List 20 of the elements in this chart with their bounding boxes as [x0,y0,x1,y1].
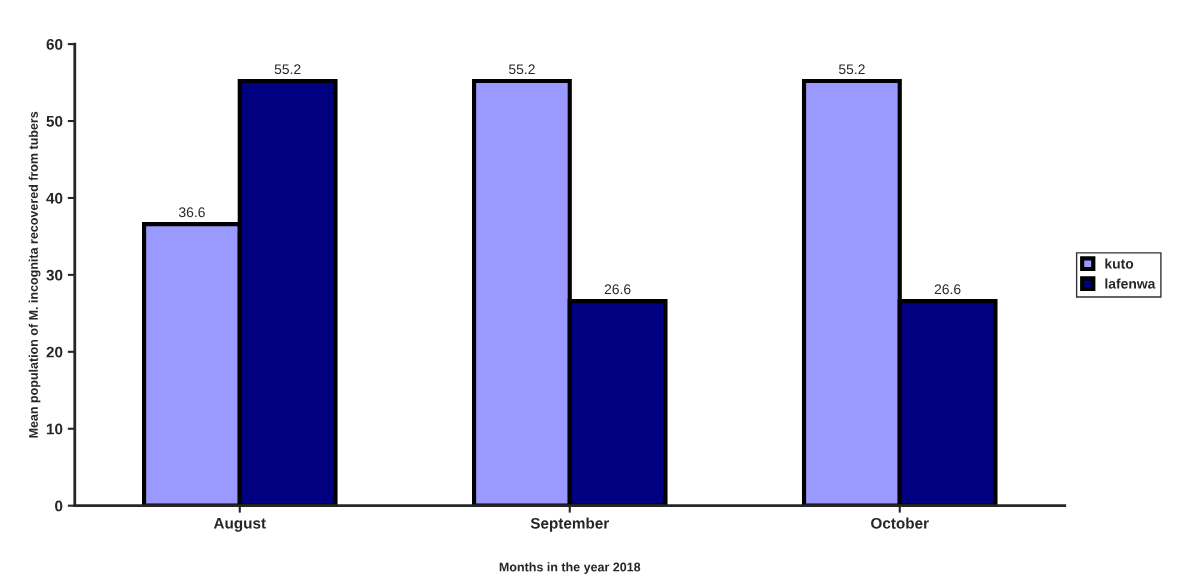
data-label: 36.6 [178,207,205,218]
x-tick-label: August [213,517,266,532]
legend-label: lafenwa [1105,278,1156,289]
y-tick-label: 40 [46,192,63,204]
x-axis-title: Months in the year 2018 [499,562,641,574]
x-tick-label: September [530,517,610,532]
data-label: 55.2 [838,64,865,75]
y-tick-label: 30 [46,269,63,281]
y-tick-label: 60 [46,38,63,50]
data-label: 55.2 [508,64,535,75]
data-label: 55.2 [274,64,301,75]
y-tick-label: 20 [46,346,63,358]
y-tick-label: 10 [46,423,63,435]
data-label: 26.6 [934,284,961,295]
data-label: 26.6 [604,284,631,295]
y-tick-label: 0 [55,500,63,512]
x-tick-label: October [871,517,929,529]
legend-label: kuto [1105,258,1134,269]
y-tick-label: 50 [46,115,63,127]
y-axis-title: Mean population of M. incognita recovered from tubers [28,111,41,438]
